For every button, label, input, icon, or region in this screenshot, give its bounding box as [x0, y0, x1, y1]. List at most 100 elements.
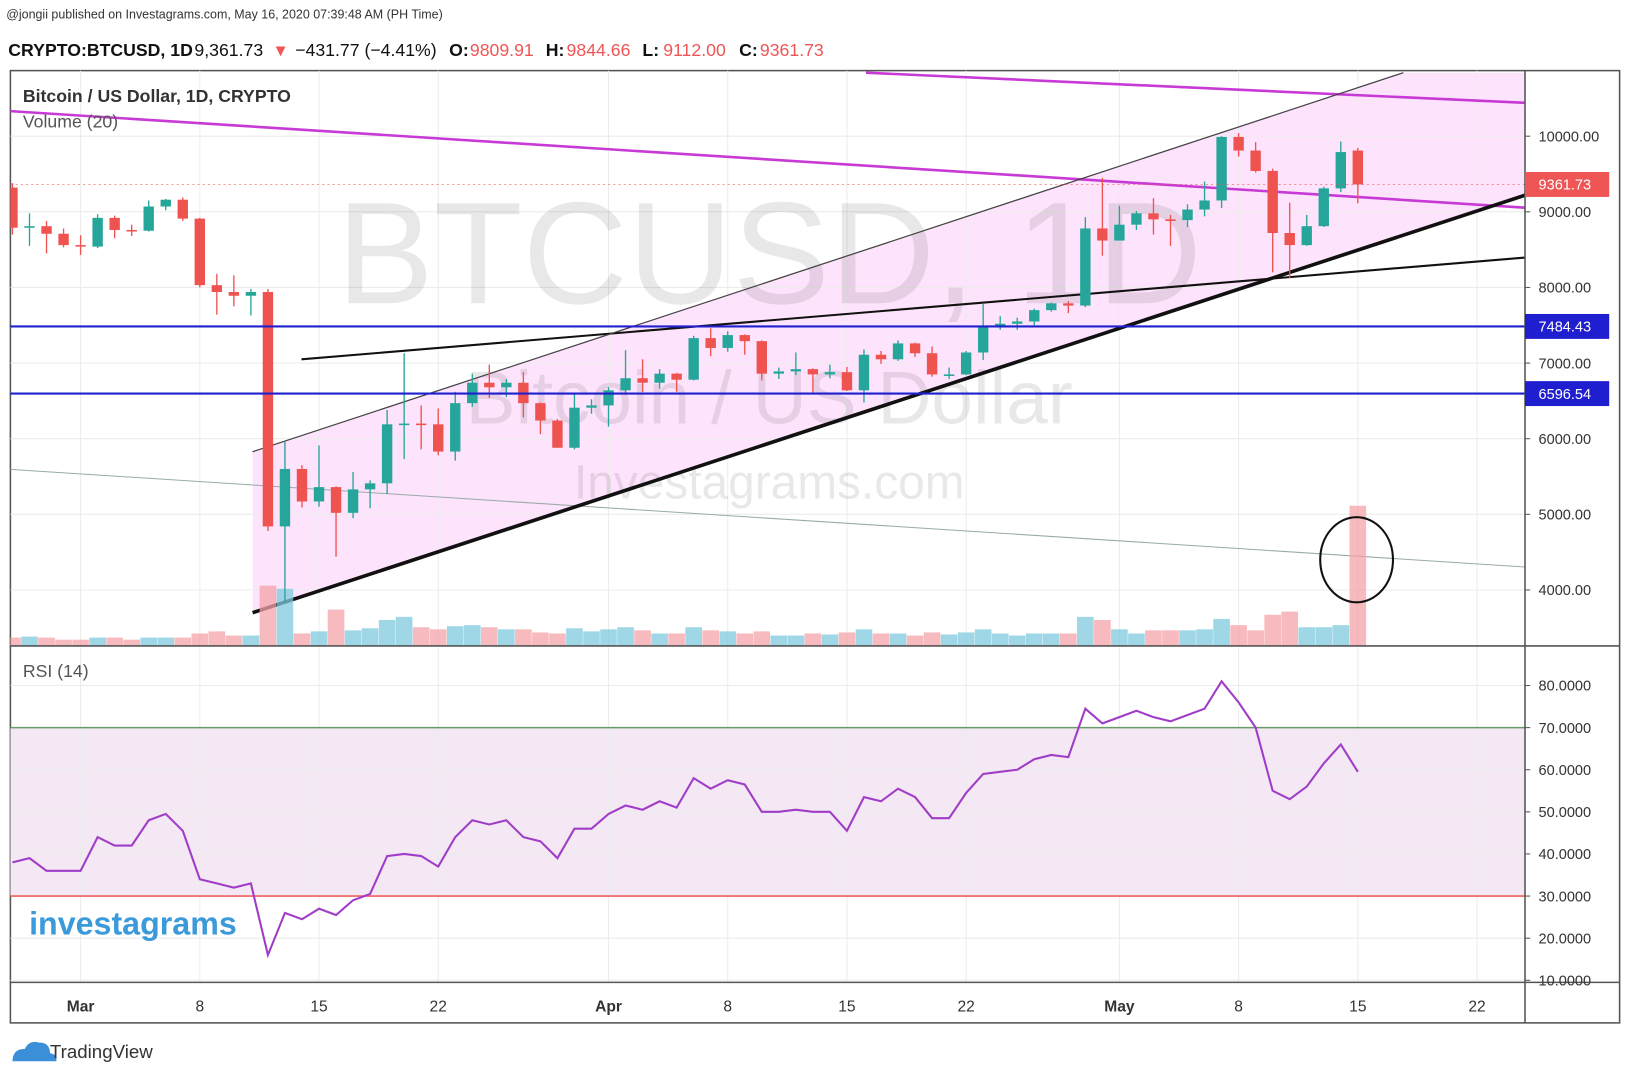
- candle-body: [995, 323, 1006, 327]
- symbol: CRYPTO:BTCUSD, 1D: [8, 40, 193, 60]
- x-tick-label: 22: [430, 998, 447, 1015]
- volume-bar: [685, 627, 702, 646]
- volume-bar: [566, 628, 583, 646]
- candle-body: [245, 291, 257, 296]
- candle-body: [756, 341, 767, 374]
- x-tick-label: Apr: [595, 998, 622, 1015]
- volume-bar: [293, 633, 311, 646]
- candle-body: [330, 487, 342, 513]
- candle-body: [620, 378, 631, 391]
- candle-body: [841, 372, 853, 391]
- volume-bar: [191, 633, 209, 646]
- volume-bar: [89, 637, 106, 646]
- volume-bar: [617, 627, 634, 646]
- circle-annotation: [1319, 516, 1395, 604]
- candle-body: [92, 217, 103, 247]
- candle-body: [637, 378, 648, 383]
- candle-body: [126, 229, 137, 232]
- ohlc-label: O:: [449, 40, 469, 60]
- candle-body: [1046, 303, 1057, 311]
- volume-bar: [327, 609, 345, 646]
- candle-body: [1250, 150, 1261, 171]
- volume-bar: [1162, 630, 1179, 646]
- volume-bar: [10, 637, 21, 646]
- volume-bar: [634, 630, 651, 646]
- trend-line: [252, 72, 1404, 453]
- candle-body: [1284, 232, 1295, 246]
- candle-body: [824, 372, 836, 375]
- y-tick-label: 10000.00: [1539, 129, 1600, 145]
- volume-bar: [21, 636, 38, 646]
- candle-body: [484, 382, 495, 388]
- x-tick-label: Mar: [67, 998, 95, 1015]
- rsi-tick-label: 80.0000: [1539, 679, 1592, 695]
- candle-body: [1080, 228, 1091, 306]
- ohlc-label: C:: [739, 40, 758, 60]
- volume-bar: [310, 631, 328, 646]
- candle-body: [364, 483, 376, 490]
- candle-body: [960, 352, 972, 375]
- price-tag: [1525, 381, 1610, 407]
- candle-body: [415, 423, 427, 426]
- volume-bar: [702, 630, 720, 646]
- volume-bar: [855, 629, 873, 646]
- change-arrow: ▼: [272, 41, 288, 60]
- candle-body: [194, 218, 205, 286]
- candle-body: [1216, 136, 1227, 201]
- volume-bar: [1332, 625, 1350, 646]
- candle-body: [739, 335, 750, 342]
- volume-bar: [123, 639, 140, 646]
- ohlc-label: L:: [642, 40, 659, 60]
- candle-body: [177, 199, 188, 219]
- price-tag-label: 6596.54: [1539, 387, 1592, 403]
- volume-bar: [361, 628, 379, 646]
- volume-bar: [463, 625, 481, 646]
- candle-body: [501, 382, 512, 388]
- volume-legend: Volume (20): [23, 112, 118, 132]
- volume-bar: [1315, 627, 1333, 646]
- candle-body: [58, 233, 69, 246]
- x-tick-label: May: [1104, 998, 1135, 1015]
- y-tick-label: 7000.00: [1539, 356, 1592, 372]
- volume-bar: [38, 637, 55, 646]
- candle-body: [262, 291, 274, 527]
- rsi-line: [12, 679, 1359, 959]
- candle-body: [10, 187, 18, 228]
- candle-body: [24, 226, 35, 228]
- candle-body: [688, 338, 699, 380]
- rsi-tick-label: 40.0000: [1539, 847, 1592, 863]
- volume-bar: [923, 632, 941, 646]
- candle-body: [1012, 321, 1023, 324]
- candle-body: [569, 407, 580, 448]
- candle-body: [790, 369, 802, 372]
- ohlc-value: 9809.91: [470, 40, 534, 60]
- x-tick-label: 15: [1349, 998, 1367, 1015]
- volume-bar: [55, 639, 72, 646]
- candle-body: [1148, 213, 1159, 220]
- candle-body: [398, 423, 410, 426]
- price-tag: [1525, 313, 1610, 339]
- footer-brand: TradingView: [50, 1041, 153, 1062]
- volume-bar: [821, 634, 839, 646]
- candle-body: [926, 353, 938, 375]
- candle-body: [909, 343, 921, 354]
- volume-bar: [106, 637, 123, 646]
- volume-bar: [1213, 618, 1230, 646]
- volume-bar: [72, 639, 89, 646]
- volume-bar: [1128, 633, 1145, 646]
- candle-body: [552, 420, 563, 448]
- candle-body: [1301, 226, 1312, 246]
- candle-body: [1352, 150, 1364, 185]
- volume-bar: [1349, 505, 1367, 646]
- volume-bar: [736, 633, 754, 646]
- volume-bar: [378, 619, 396, 646]
- candle-body: [586, 405, 597, 408]
- y-tick-label: 5000.00: [1539, 508, 1592, 524]
- price-tag: [1525, 171, 1610, 197]
- rsi-tick-label: 70.0000: [1539, 721, 1592, 737]
- volume-bar: [276, 588, 294, 646]
- candle-body: [671, 373, 682, 380]
- candle-body: [109, 217, 120, 230]
